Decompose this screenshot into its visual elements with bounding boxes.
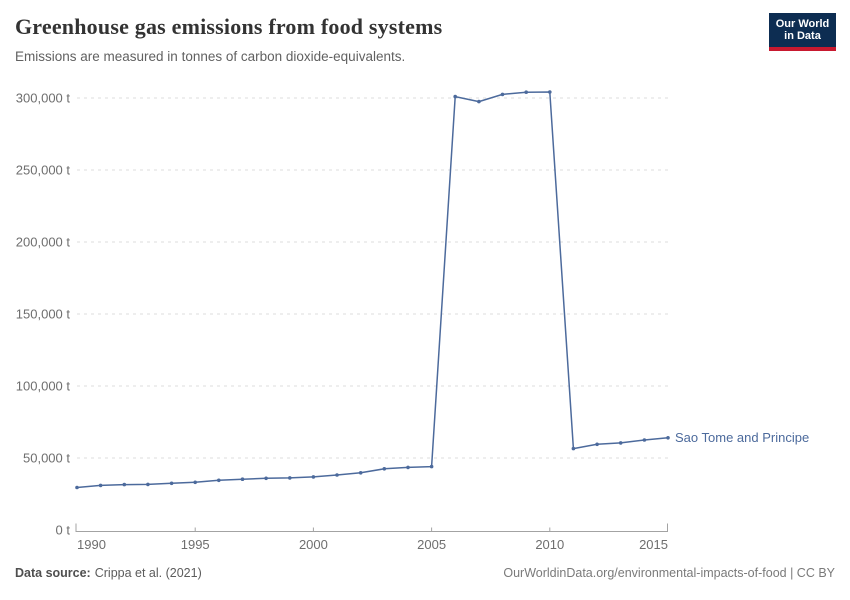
y-axis-label: 200,000 t bbox=[16, 235, 71, 250]
y-axis-label: 150,000 t bbox=[16, 307, 71, 322]
x-axis-label: 2005 bbox=[417, 537, 446, 552]
series-label: Sao Tome and Principe bbox=[675, 429, 810, 445]
x-axis-label: 2000 bbox=[299, 537, 328, 552]
x-axis-label: 2010 bbox=[535, 537, 564, 552]
data-point bbox=[311, 475, 316, 479]
y-axis-label: 0 t bbox=[56, 523, 71, 538]
owid-logo[interactable]: Our World in Data bbox=[769, 13, 836, 51]
data-point bbox=[666, 436, 670, 440]
x-axis-label: 1995 bbox=[181, 537, 210, 552]
data-point bbox=[453, 94, 458, 99]
logo-line-1: Our World bbox=[775, 17, 830, 30]
data-point bbox=[240, 477, 245, 482]
page-title: Greenhouse gas emissions from food syste… bbox=[15, 14, 443, 39]
chart-footer: Data source: Crippa et al. (2021) OurWorl… bbox=[15, 566, 835, 586]
data-point bbox=[571, 446, 576, 451]
data-point bbox=[642, 438, 647, 442]
y-axis-label: 100,000 t bbox=[16, 379, 71, 394]
data-point bbox=[548, 90, 552, 94]
data-point bbox=[169, 481, 174, 486]
data-point bbox=[429, 464, 434, 469]
x-axis-label: 1990 bbox=[77, 537, 106, 552]
data-point bbox=[618, 441, 623, 445]
data-source: Data source: Crippa et al. (2021) bbox=[15, 566, 202, 586]
chart-header: Greenhouse gas emissions from food syste… bbox=[15, 12, 836, 65]
data-source-text: Crippa et al. (2021) bbox=[94, 566, 202, 580]
data-point bbox=[288, 476, 292, 480]
data-point bbox=[406, 465, 410, 470]
data-point bbox=[75, 485, 79, 490]
data-point bbox=[335, 473, 339, 477]
data-point bbox=[382, 467, 387, 471]
data-point bbox=[595, 442, 599, 447]
data-point bbox=[358, 471, 363, 475]
chart-subtitle: Emissions are measured in tonnes of carb… bbox=[15, 49, 406, 64]
data-point bbox=[146, 482, 150, 487]
logo-line-2: in Data bbox=[784, 30, 821, 42]
data-source-label: Data source: bbox=[15, 566, 91, 580]
data-point bbox=[122, 482, 127, 487]
data-point bbox=[98, 483, 103, 488]
x-axis-label: 2015 bbox=[639, 537, 668, 552]
series-line bbox=[76, 91, 669, 489]
data-point bbox=[264, 476, 268, 481]
footer-link[interactable]: OurWorldinData.org/environmental-impacts… bbox=[503, 566, 835, 580]
data-point bbox=[193, 480, 197, 485]
data-point bbox=[477, 99, 481, 104]
y-axis-label: 300,000 t bbox=[16, 91, 71, 106]
y-axis-label: 50,000 t bbox=[23, 451, 70, 466]
data-point bbox=[500, 92, 505, 97]
data-point bbox=[217, 478, 221, 483]
data-point bbox=[524, 90, 528, 94]
y-axis-label: 250,000 t bbox=[16, 163, 71, 178]
